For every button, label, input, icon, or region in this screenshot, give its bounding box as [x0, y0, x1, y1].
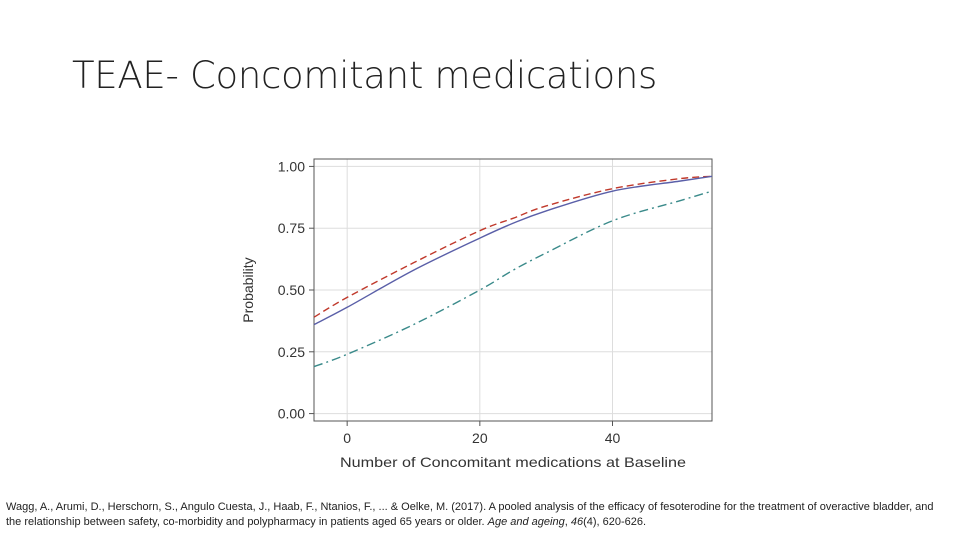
- y-tick-label: 0.00: [278, 406, 305, 422]
- y-tick-label: 0.25: [278, 344, 305, 360]
- citation-text: Wagg, A., Arumi, D., Herschorn, S., Angu…: [6, 501, 934, 528]
- citation-comma: ,: [564, 516, 571, 528]
- x-axis-title: Number of Concomitant medications at Bas…: [340, 454, 686, 470]
- y-tick-label: 1.00: [278, 158, 305, 174]
- series-lines: [313, 175, 713, 368]
- y-tick-label: 0.75: [278, 220, 305, 236]
- y-axis-title: Probability: [240, 257, 256, 322]
- x-tick-label: 0: [343, 430, 351, 446]
- grid-lines: [314, 159, 712, 421]
- slide-title: TEAE- Concomitant medications: [72, 54, 657, 97]
- citation: Wagg, A., Arumi, D., Herschorn, S., Angu…: [6, 500, 946, 530]
- series-blue-solid: [313, 175, 713, 326]
- x-tick-label: 20: [472, 430, 488, 446]
- citation-journal: Age and ageing: [487, 516, 565, 528]
- series-red-dashed: [313, 175, 713, 318]
- y-axis-ticks: 0.00 0.25 0.50 0.75 1.00: [278, 158, 314, 422]
- x-tick-label: 40: [605, 430, 621, 446]
- x-axis-ticks: 0 20 40: [343, 421, 620, 446]
- citation-issue-pages: (4), 620-626.: [583, 516, 647, 528]
- probability-chart: 0.00 0.25 0.50 0.75 1.00 0 20 40 Probability N…: [240, 158, 713, 470]
- series-teal-dashdot: [313, 190, 713, 368]
- citation-volume: 46: [570, 516, 584, 528]
- y-tick-label: 0.50: [278, 282, 305, 298]
